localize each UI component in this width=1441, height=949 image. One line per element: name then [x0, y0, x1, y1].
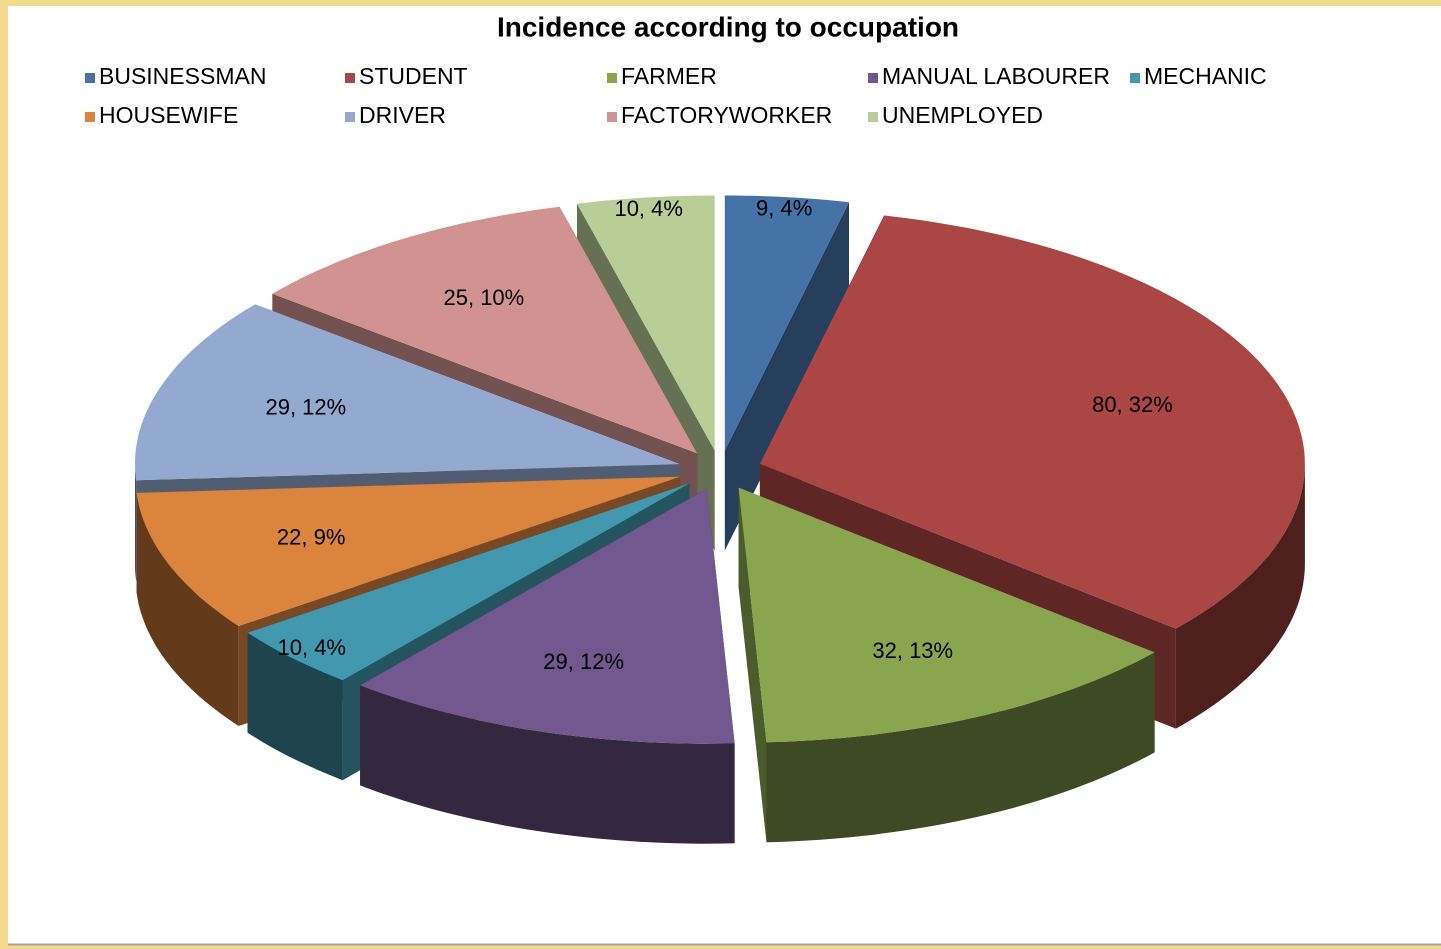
legend-label: DRIVER — [359, 102, 446, 128]
slice-wall — [247, 632, 343, 781]
legend-swatch — [868, 73, 878, 83]
legend-swatch — [607, 73, 617, 83]
pie-slice — [360, 488, 735, 844]
legend-label: HOUSEWIFE — [99, 102, 238, 128]
legend-label: BUSINESSMAN — [99, 63, 266, 89]
legend-label: FACTORYWORKER — [621, 102, 832, 128]
slice-top — [135, 304, 680, 481]
data-label: 9, 4% — [756, 196, 812, 221]
slice-top — [136, 476, 681, 626]
slice-top — [724, 195, 849, 451]
legend-label: STUDENT — [359, 63, 468, 89]
pie-slice — [724, 195, 849, 551]
data-label: 32, 13% — [872, 638, 953, 663]
legend-label: UNEMPLOYED — [882, 102, 1043, 128]
legend-swatch — [1130, 73, 1140, 83]
data-label: 25, 10% — [444, 285, 525, 310]
chart-title: Incidence according to occupation — [497, 11, 959, 42]
data-label: 10, 4% — [614, 196, 683, 221]
slice-wall — [360, 685, 735, 844]
slice-top — [738, 487, 1155, 743]
data-label: 22, 9% — [277, 525, 346, 550]
legend-label: FARMER — [621, 63, 717, 89]
slice-wall — [766, 652, 1155, 843]
slice-wall — [1175, 463, 1305, 729]
data-label: 29, 12% — [543, 649, 624, 674]
legend-swatch — [345, 73, 355, 83]
slice-top — [759, 215, 1305, 629]
slice-side — [724, 202, 849, 551]
pie-slice — [738, 487, 1155, 843]
data-label: 29, 12% — [265, 394, 346, 419]
legend-swatch — [868, 112, 878, 122]
data-label: 10, 4% — [278, 635, 347, 660]
legend-swatch — [85, 73, 95, 83]
slice-top — [247, 483, 690, 681]
legend-swatch — [85, 112, 95, 122]
slice-top — [360, 488, 735, 744]
legend-swatch — [607, 112, 617, 122]
slice-top — [577, 195, 715, 451]
slice-wall — [135, 464, 137, 581]
slice-side — [738, 487, 767, 843]
data-label: 80, 32% — [1092, 392, 1173, 417]
legend-swatch — [345, 112, 355, 122]
legend-label: MANUAL LABOURER — [882, 63, 1110, 89]
legend-label: MECHANIC — [1144, 63, 1267, 89]
slice-wall — [136, 492, 239, 726]
slice-top — [272, 206, 698, 454]
